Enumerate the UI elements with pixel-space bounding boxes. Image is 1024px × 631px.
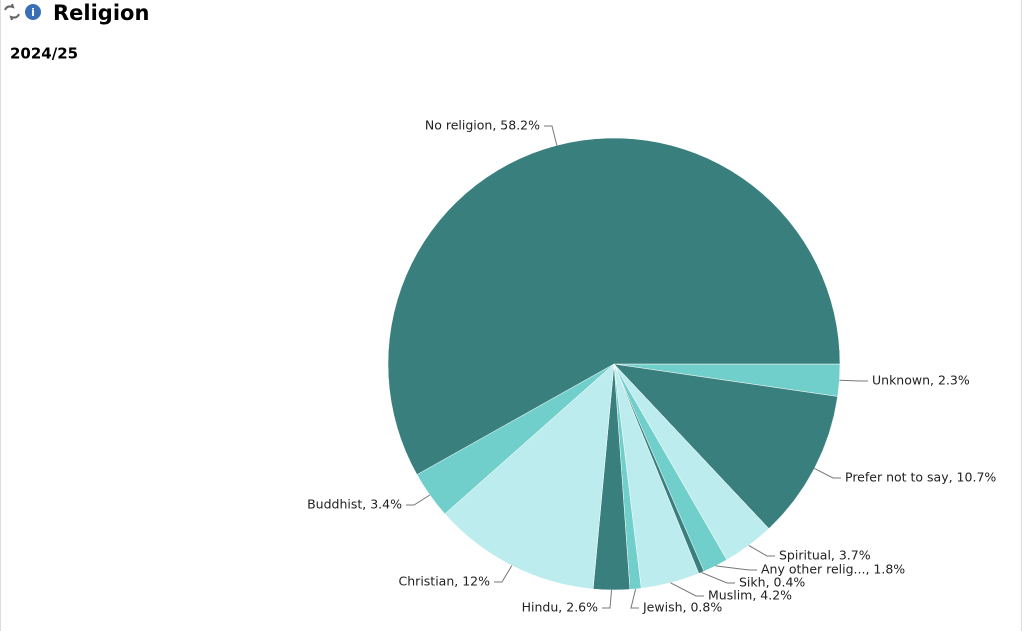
slice-label: No religion, 58.2% xyxy=(425,118,540,133)
pie-slice xyxy=(613,363,838,529)
slice-label: Prefer not to say, 10.7% xyxy=(845,470,996,485)
info-icon[interactable]: i xyxy=(25,4,41,20)
leader-line xyxy=(630,588,639,609)
leader-line xyxy=(544,125,558,146)
leader-line xyxy=(715,565,757,571)
leader-line xyxy=(701,571,735,584)
slice-label: Muslim, 4.2% xyxy=(708,588,792,603)
leader-line xyxy=(406,494,431,506)
slice-label: Unknown, 2.3% xyxy=(872,373,970,388)
leader-line xyxy=(814,467,841,479)
refresh-icon[interactable] xyxy=(4,3,20,21)
slice-label: Spiritual, 3.7% xyxy=(779,548,871,563)
slice-label: Jewish, 0.8% xyxy=(642,600,722,615)
pie-slice xyxy=(444,363,615,590)
leader-line xyxy=(839,379,868,382)
chart-subtitle: 2024/25 xyxy=(10,45,78,63)
slice-label: Hindu, 2.6% xyxy=(522,600,598,615)
slice-label: Any other relig..., 1.8% xyxy=(761,562,905,577)
slice-label: Sikh, 0.4% xyxy=(739,575,805,590)
leader-line xyxy=(494,565,513,583)
slice-label: Christian, 12% xyxy=(399,574,491,589)
svg-text:i: i xyxy=(31,6,35,19)
leader-line xyxy=(602,589,613,609)
leader-line xyxy=(748,545,775,557)
chart-title: Religion xyxy=(53,1,149,25)
slice-label: Buddhist, 3.4% xyxy=(307,497,402,512)
leader-line xyxy=(670,582,704,597)
